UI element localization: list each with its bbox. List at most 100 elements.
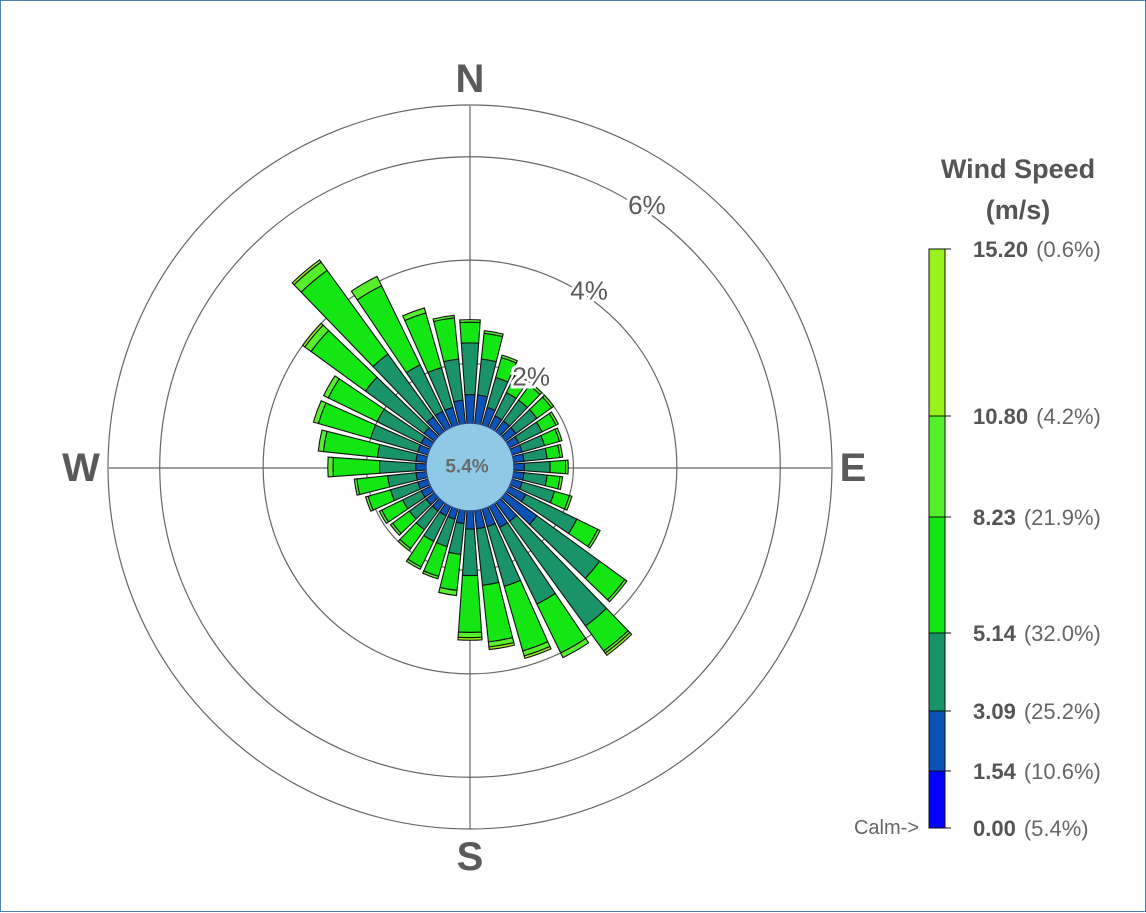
legend-value-5: 10.80 [973, 404, 1028, 429]
sector-270-bin-4 [327, 456, 334, 478]
sector-200-bin-4 [421, 570, 440, 580]
calm-circle [425, 422, 515, 512]
sector-90-bin-1 [513, 462, 525, 472]
legend-label-0: 0.00 (5.4%) [973, 816, 1089, 841]
sector-bars [291, 259, 633, 660]
compass-north: N [456, 57, 485, 101]
legend-label-3: 5.14 (32.0%) [973, 621, 1101, 646]
sector-140-bin-5 [604, 631, 633, 657]
legend-label-1: 1.54 (10.6%) [973, 759, 1101, 784]
legend-label-5: 10.80 (4.2%) [973, 404, 1101, 429]
sector-120-bin-4 [587, 528, 601, 549]
speed-legend: Wind Speed (m/s) 0.00 (5.4%) 1.54 (10.6%) 3.… [854, 154, 1101, 841]
legend-title-line1: Wind Speed [941, 154, 1095, 184]
sector-220-bin-4 [397, 538, 412, 552]
sector-40-bin-4 [528, 382, 543, 396]
sector-350-bin-4 [432, 314, 455, 323]
sector-20-bin-4 [500, 354, 519, 364]
legend-swatch-2 [928, 632, 946, 712]
ring-labels: 2% 4% 6% [509, 187, 668, 394]
sector-10-bin-3 [480, 332, 504, 363]
sector-180-bin-4 [457, 631, 483, 639]
sector-100-bin-4 [557, 475, 564, 491]
sector-60-bin-4 [548, 411, 560, 426]
sector-160-bin-5 [523, 645, 552, 660]
sector-260-bin-4 [353, 478, 361, 496]
sector-80-bin-1 [512, 453, 525, 464]
sector-80 [512, 443, 564, 464]
compass-west: W [62, 446, 100, 490]
legend-title-line2: (m/s) [986, 195, 1051, 225]
legend-swatch-3 [928, 516, 946, 634]
sector-280-bin-4 [317, 429, 328, 453]
sector-180-bin-2 [461, 528, 479, 577]
sector-250 [364, 478, 431, 512]
legend-pct-0: (5.4%) [1024, 816, 1089, 841]
sector-330 [350, 275, 452, 432]
legend-swatch-5 [928, 248, 946, 417]
sector-320-bin-5 [291, 259, 322, 286]
sector-130-bin-4 [606, 578, 628, 603]
compass-south: S [457, 835, 484, 879]
ring-label-0: 2% [512, 361, 550, 391]
sector-340-bin-4 [401, 307, 427, 322]
sector-310-bin-5 [301, 322, 324, 348]
sector-10-bin-4 [483, 330, 504, 338]
sector-20 [481, 354, 519, 428]
legend-label-6: 15.20 (0.6%) [973, 237, 1101, 262]
sector-100-bin-1 [512, 470, 525, 481]
sector-0 [459, 319, 481, 424]
sector-250-bin-4 [364, 495, 374, 512]
sector-260 [353, 470, 428, 496]
sector-60 [505, 411, 560, 449]
sector-260-bin-1 [415, 470, 428, 481]
legend-value-6: 15.20 [973, 237, 1028, 262]
sector-220 [397, 497, 445, 552]
legend-swatch-4 [928, 415, 946, 518]
sector-240-bin-4 [378, 509, 390, 525]
sector-160 [481, 506, 552, 660]
sector-310 [301, 322, 440, 442]
sector-300-bin-4 [322, 375, 341, 399]
sector-230 [389, 492, 440, 537]
sector-70-bin-4 [554, 427, 563, 443]
legend-calm-marker: Calm-> [854, 817, 919, 839]
legend-value-1: 1.54 [973, 759, 1017, 784]
sector-270-bin-3 [332, 456, 381, 478]
sector-140 [495, 497, 633, 657]
sector-350 [432, 314, 467, 425]
sector-330-bin-4 [350, 275, 383, 301]
ring-2 [159, 156, 781, 778]
legend-pct-1: (10.6%) [1024, 759, 1101, 784]
legend-value-2: 3.09 [973, 699, 1016, 724]
sector-190 [438, 509, 467, 597]
sector-40 [495, 382, 543, 437]
sector-280-bin-1 [415, 453, 428, 464]
sector-130 [500, 492, 628, 603]
sector-290-bin-4 [312, 400, 327, 425]
ring-1 [262, 259, 678, 675]
sector-270-bin-1 [415, 462, 427, 472]
ring-3 [107, 104, 833, 830]
compass-east: E [840, 446, 867, 490]
sector-180-bin-3 [457, 574, 483, 634]
sector-0-bin-1 [464, 394, 476, 424]
sector-210 [405, 502, 452, 570]
sector-180-bin-1 [465, 510, 475, 530]
legend-pct-3: (32.0%) [1024, 621, 1101, 646]
sector-90-bin-4 [564, 459, 569, 475]
sector-0-bin-3 [459, 321, 481, 344]
sector-100 [512, 470, 564, 491]
sector-150-bin-4 [559, 637, 590, 659]
legend-pct-5: (4.2%) [1036, 404, 1101, 429]
sector-50 [500, 394, 555, 442]
sector-300 [322, 375, 435, 449]
sector-270-bin-2 [378, 460, 417, 474]
sector-320 [291, 259, 445, 437]
sector-290 [312, 400, 431, 456]
sector-30 [488, 373, 529, 432]
sector-0-bin-2 [460, 342, 480, 396]
sector-190-bin-4 [438, 586, 458, 597]
